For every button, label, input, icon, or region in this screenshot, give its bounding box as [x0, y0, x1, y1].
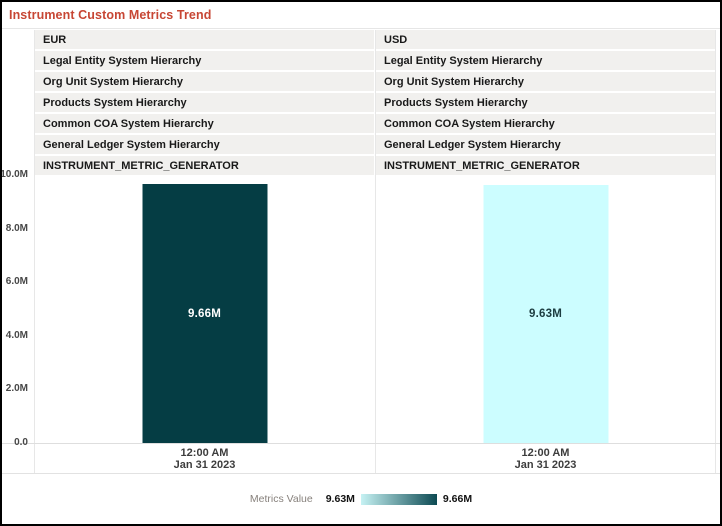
generator-row-cell: INSTRUMENT_METRIC_GENERATOR — [376, 156, 715, 175]
hierarchy-row-cell: General Ledger System Hierarchy — [376, 135, 715, 154]
x-axis-baseline — [2, 443, 720, 444]
y-axis-tick-label: 10.0M — [0, 169, 28, 181]
legend: Metrics Value 9.63M 9.66M — [250, 493, 472, 505]
legend-min-value: 9.63M — [325, 493, 355, 505]
legend-separator-line — [2, 473, 720, 474]
chart-plot-usd: 9.63M — [376, 175, 715, 443]
hierarchy-row-cell: General Ledger System Hierarchy — [35, 135, 374, 154]
y-axis-tick-label: 8.0M — [5, 222, 28, 234]
chart-plot-eur: 9.66M — [35, 175, 374, 443]
hierarchy-row-cell: Legal Entity System Hierarchy — [376, 51, 715, 70]
hierarchy-row-cell: Org Unit System Hierarchy — [376, 72, 715, 91]
hierarchy-row-cell: Common COA System Hierarchy — [376, 114, 715, 133]
generator-row-cell: INSTRUMENT_METRIC_GENERATOR — [35, 156, 374, 175]
metric-bar-eur[interactable]: 9.66M — [142, 184, 267, 443]
metric-bar-usd[interactable]: 9.63M — [483, 184, 608, 443]
legend-area: Metrics Value 9.63M 9.66M — [2, 474, 720, 524]
hierarchy-row-cell: Products System Hierarchy — [376, 93, 715, 112]
page-title: Instrument Custom Metrics Trend — [9, 8, 212, 22]
y-axis-tick-label: 4.0M — [5, 329, 28, 341]
x-axis-label-eur: 12:00 AM Jan 31 2023 — [35, 443, 374, 473]
y-axis-ticks: 10.0M 8.0M 6.0M 4.0M 2.0M 0.0 — [2, 169, 31, 448]
panel-eur-headers: EUR Legal Entity System Hierarchy Org Un… — [35, 30, 374, 175]
y-axis-tick-label: 2.0M — [5, 383, 28, 395]
chart-right-border — [715, 30, 716, 473]
hierarchy-row-cell: Products System Hierarchy — [35, 93, 374, 112]
title-divider — [2, 28, 720, 29]
legend-gradient-bar — [360, 493, 437, 505]
currency-header-cell: USD — [376, 30, 715, 49]
legend-label: Metrics Value — [249, 493, 313, 505]
panel-usd: USD Legal Entity System Hierarchy Org Un… — [376, 30, 715, 473]
y-axis-line — [34, 30, 35, 473]
x-axis-time: 12:00 AM — [180, 447, 229, 459]
y-axis-tick-label: 0.0 — [14, 437, 28, 449]
legend-max-value: 9.66M — [442, 493, 473, 505]
bar-value-label: 9.63M — [529, 307, 562, 320]
chart-panels: EUR Legal Entity System Hierarchy Org Un… — [35, 30, 715, 473]
hierarchy-row-cell: Legal Entity System Hierarchy — [35, 51, 374, 70]
x-axis-time: 12:00 AM — [521, 447, 570, 459]
currency-header-cell: EUR — [35, 30, 374, 49]
hierarchy-row-cell: Org Unit System Hierarchy — [35, 72, 374, 91]
panel-eur: EUR Legal Entity System Hierarchy Org Un… — [35, 30, 374, 473]
panel-usd-headers: USD Legal Entity System Hierarchy Org Un… — [376, 30, 715, 175]
x-axis-date: Jan 31 2023 — [514, 459, 577, 471]
x-axis-date: Jan 31 2023 — [173, 459, 236, 471]
x-axis-label-usd: 12:00 AM Jan 31 2023 — [376, 443, 715, 473]
y-axis-tick-label: 6.0M — [5, 276, 28, 288]
bar-value-label: 9.66M — [188, 307, 221, 320]
hierarchy-row-cell: Common COA System Hierarchy — [35, 114, 374, 133]
panel-divider-line — [375, 30, 376, 473]
